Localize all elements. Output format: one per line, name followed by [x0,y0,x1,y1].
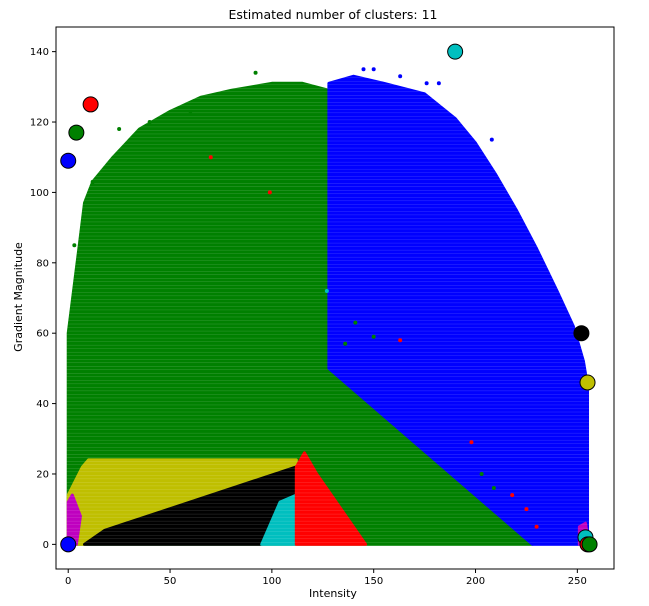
data-point [188,109,193,114]
x-tick-label: 100 [262,576,281,587]
cluster-center-0 [447,43,464,60]
data-point [398,338,403,343]
data-point [424,81,429,86]
cluster-center-5 [579,374,596,391]
y-tick-label: 40 [36,399,49,410]
x-tick-label: 150 [364,576,383,587]
y-tick-label: 120 [30,118,49,129]
data-point [371,334,376,339]
x-axis-label: Intensity [309,587,357,600]
cluster-regions [56,27,614,569]
data-point [117,127,122,132]
data-point [72,243,77,248]
plot-area: 0 50 100 150 200 250 0 20 40 60 80 100 120 140 [30,26,615,587]
y-tick-label: 80 [36,258,49,269]
chart-title: Estimated number of clusters: 11 [228,7,437,22]
row-stripes [56,27,614,569]
cluster-center-4 [573,325,590,342]
data-point [479,471,484,476]
x-tick-label: 0 [65,576,71,587]
plot-frame [55,26,615,570]
data-point [436,81,441,86]
data-point [469,440,474,445]
y-tick-label: 140 [30,47,49,58]
data-point [398,74,403,79]
data-point [208,155,213,160]
x-tick-label: 200 [466,576,485,587]
data-point [90,179,95,184]
data-point [371,67,376,72]
data-point [267,190,272,195]
data-point [147,120,152,125]
cluster-center-9 [581,536,598,553]
cluster-center-3 [60,152,77,169]
y-tick-label: 100 [30,188,49,199]
y-axis-label: Gradient Magnitude [12,242,25,352]
data-point [524,507,529,512]
cluster-center-2 [68,124,85,141]
data-point [534,524,539,529]
data-point [253,70,258,75]
x-tick-label: 250 [568,576,587,587]
data-point [343,341,348,346]
data-point [353,320,358,325]
x-tick-label: 50 [164,576,177,587]
data-point [510,493,515,498]
cluster-center-1 [82,96,99,113]
data-point [324,288,329,293]
y-tick-label: 20 [36,469,49,480]
y-tick-label: 0 [43,540,49,551]
cluster-center-6 [60,536,77,553]
data-point [491,486,496,491]
data-point [361,67,366,72]
data-point [489,137,494,142]
y-tick-label: 60 [36,329,49,340]
